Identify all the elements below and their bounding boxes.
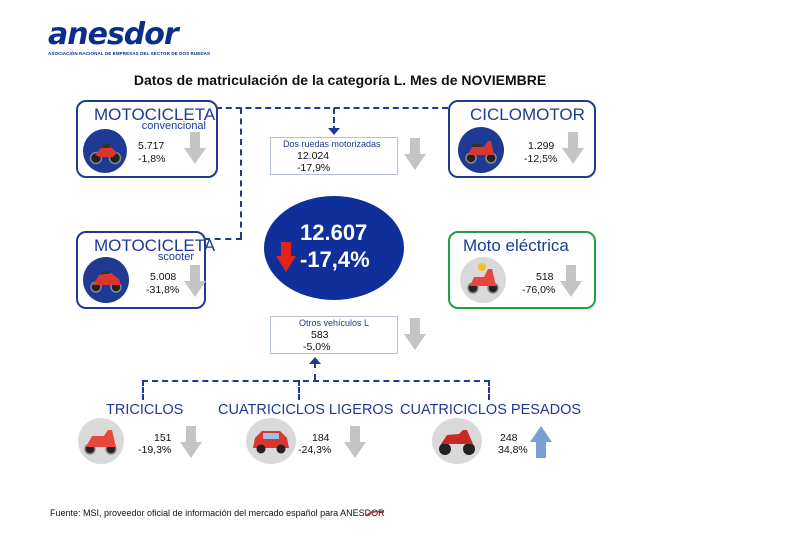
trend-down-arrow-icon	[344, 426, 366, 458]
trend-down-arrow-icon	[184, 265, 206, 297]
change: -76,0%	[522, 284, 556, 296]
trend-down-arrow-icon	[404, 138, 426, 170]
connector-bottom-mid	[298, 380, 300, 400]
summary-dos-ruedas: Dos ruedas motorizadas 12.024 -17,9%	[270, 137, 398, 175]
source-footer: Fuente: MSI, proveedor oficial de inform…	[50, 508, 385, 518]
card-title: Moto eléctrica	[463, 236, 569, 255]
change: -1,8%	[138, 153, 166, 165]
triciclos-change: -19,3%	[138, 444, 172, 456]
microcar-icon	[246, 418, 296, 464]
summary-value: 12.024	[297, 150, 330, 162]
value: 5.008	[150, 271, 177, 283]
cuatriciclos-pesados-value: 248	[500, 432, 518, 444]
connector-top	[216, 107, 448, 109]
card-moto-electrica: Moto eléctrica 518 -76,0%	[448, 231, 596, 309]
brand-logo: anesdor	[48, 17, 179, 52]
summary-title: Dos ruedas motorizadas	[283, 139, 381, 149]
page-title: Datos de matriculación de la categoría L…	[133, 72, 547, 88]
card-moto-convencional: MOTOCICLETA convencional 5.717 -1,8%	[76, 100, 218, 178]
summary-change: -5,0%	[303, 341, 331, 353]
summary-change: -17,9%	[297, 162, 331, 174]
summary-value: 583	[311, 329, 329, 341]
summary-otros: Otros vehículos L 583 -5,0%	[270, 316, 398, 354]
quad-icon	[432, 418, 482, 464]
trend-down-arrow-icon	[560, 265, 582, 297]
connector-bottom-left	[142, 380, 144, 400]
connector-bottom-up	[314, 362, 316, 380]
connector-top-down	[333, 108, 335, 132]
connector-bottom-right	[488, 380, 490, 400]
cuatriciclos-ligeros-title: CUATRICICLOS LIGEROS	[218, 402, 394, 418]
trend-up-arrow-icon	[530, 426, 552, 458]
card-ciclomotor: CICLOMOTOR 1.299 -12,5%	[448, 100, 596, 178]
cuatriciclos-ligeros-change: -24,3%	[298, 444, 332, 456]
brand-subtitle: ASOCIACIÓN NACIONAL DE EMPRESAS DEL SECT…	[48, 51, 211, 56]
card-title: MOTOCICLETA	[94, 236, 216, 255]
moped-icon	[458, 127, 504, 173]
connector-left-horizontal	[204, 238, 242, 240]
total-circle: 12.607 -17,4%	[264, 196, 404, 300]
cuatriciclos-ligeros-value: 184	[312, 432, 330, 444]
triciclos-title: TRICICLOS	[106, 402, 184, 418]
change: -31,8%	[146, 284, 180, 296]
connector-left-vertical	[240, 108, 242, 238]
value: 518	[536, 271, 554, 283]
value: 1.299	[528, 140, 555, 152]
change: -12,5%	[524, 153, 558, 165]
card-subtitle: scooter	[157, 251, 194, 263]
connector-arrowhead-down	[328, 128, 340, 135]
total-change: -17,4%	[300, 247, 370, 272]
card-title: CICLOMOTOR	[470, 105, 585, 124]
triciclos-value: 151	[154, 432, 172, 444]
trend-down-arrow-icon	[184, 132, 206, 164]
trend-down-arrow-icon	[180, 426, 202, 458]
summary-title: Otros vehículos L	[299, 318, 370, 328]
msi-logo-icon	[366, 510, 384, 517]
value: 5.717	[138, 140, 165, 152]
cuatriciclos-pesados-change: 34,8%	[498, 444, 528, 456]
cuatriciclos-pesados-title: CUATRICICLOS PESADOS	[400, 402, 582, 418]
tricycle-icon	[78, 418, 124, 464]
motorcycle-icon	[83, 129, 127, 173]
red-down-arrow-icon	[276, 242, 296, 272]
electric-scooter-icon	[460, 257, 506, 303]
card-title: MOTOCICLETA	[94, 105, 216, 124]
connector-arrowhead-up	[309, 357, 321, 364]
card-moto-scooter: MOTOCICLETA scooter 5.008 -31,8%	[76, 231, 215, 309]
trend-down-arrow-icon	[404, 318, 426, 350]
trend-down-arrow-icon	[562, 132, 584, 164]
card-subtitle: convencional	[141, 120, 206, 132]
total-value: 12.607	[300, 220, 368, 245]
connector-bottom	[142, 380, 490, 382]
scooter-icon	[83, 257, 129, 303]
